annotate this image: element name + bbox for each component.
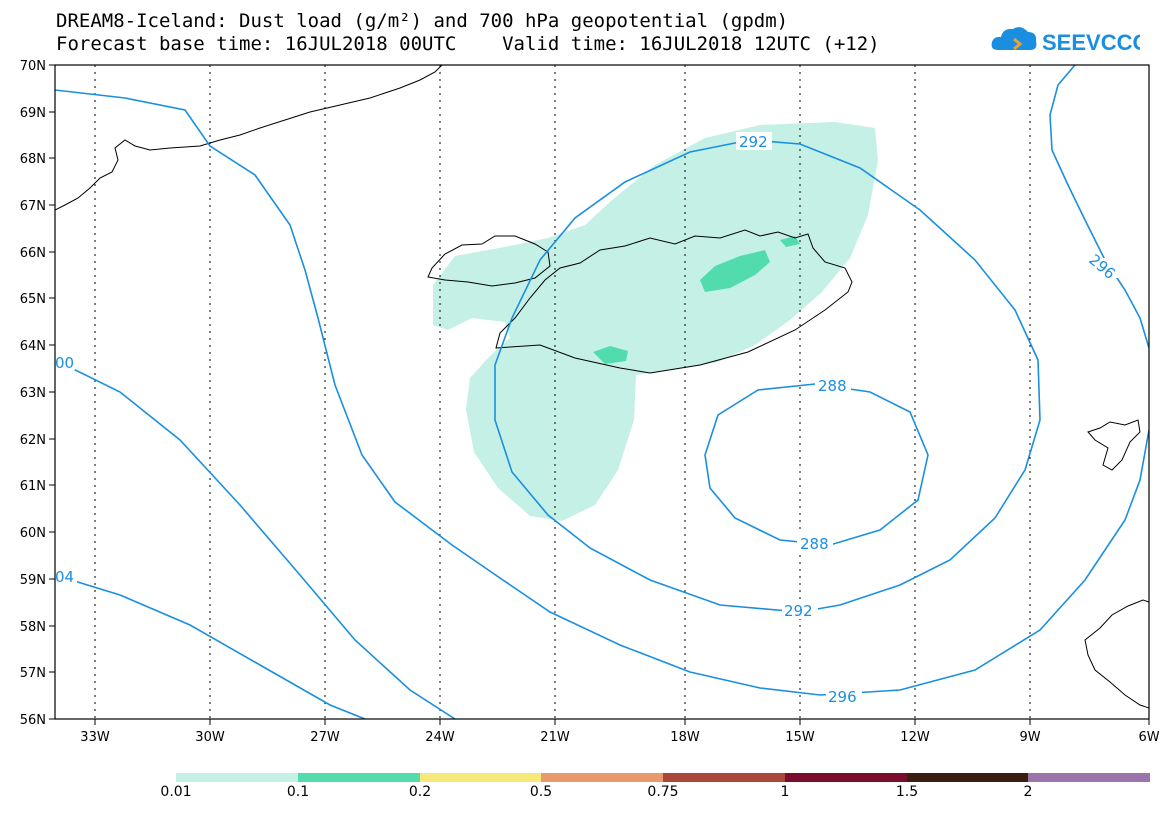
colorbar-label: 0.75 xyxy=(647,784,679,800)
contour-label-296-east: 296 xyxy=(1085,251,1119,283)
contour-label-296-bottom: 296 xyxy=(828,688,857,706)
dust-area-main xyxy=(433,122,878,521)
colorbar-label: 0.2 xyxy=(408,784,432,800)
colorbar-swatch xyxy=(176,773,298,782)
lat-label: 58N xyxy=(20,620,46,635)
lon-label: 27W xyxy=(310,730,340,745)
contour-296 xyxy=(55,89,1149,696)
contour-label-288-bottom: 288 xyxy=(800,535,829,553)
colorbar-label: 2 xyxy=(1023,784,1033,800)
longitude-axis: 33W 30W 27W 24W 21W 18W 15W 12W 9W 6W xyxy=(80,719,1160,745)
lat-label: 60N xyxy=(20,526,46,541)
colorbar-label: 1 xyxy=(780,784,790,800)
contour-label-288-top: 288 xyxy=(818,377,847,395)
contour-label-304: 04 xyxy=(55,568,74,586)
contour-labels: 292 296 288 288 292 296 00 04 xyxy=(55,132,1120,706)
lon-label: 9W xyxy=(1019,730,1040,745)
lat-label: 67N xyxy=(20,199,46,214)
latitude-axis: 70N 69N 68N 67N 66N 65N 64N 63N 62N 61N … xyxy=(20,59,55,728)
lat-label: 66N xyxy=(20,246,46,261)
map-title: DREAM8-Iceland: Dust load (g/m²) and 700… xyxy=(56,10,789,32)
contour-304 xyxy=(55,574,366,719)
lon-label: 18W xyxy=(670,730,700,745)
cloud-icon: SEEVCCC xyxy=(991,27,1148,55)
contour-label-292-bottom: 292 xyxy=(784,602,813,620)
lat-label: 57N xyxy=(20,666,46,681)
colorbar-swatch xyxy=(420,773,541,782)
lat-label: 56N xyxy=(20,713,46,728)
coastlines xyxy=(55,65,1149,709)
lon-label: 15W xyxy=(785,730,815,745)
lon-label: 30W xyxy=(195,730,225,745)
colorbar-label: 0.01 xyxy=(160,784,192,800)
colorbar-swatch xyxy=(298,773,420,782)
colorbar-label: 0.5 xyxy=(529,784,553,800)
contour-288 xyxy=(704,383,929,546)
forecast-time-subtitle: Forecast base time: 16JUL2018 00UTC Vali… xyxy=(56,33,880,55)
colorbar-swatch xyxy=(541,773,663,782)
lat-label: 64N xyxy=(20,339,46,354)
lat-label: 68N xyxy=(20,152,46,167)
dust-area-northeast xyxy=(780,236,800,247)
faroe-islands-coastline xyxy=(1087,419,1141,471)
iceland-coastline xyxy=(495,229,853,374)
logo-text: SEEVCCC xyxy=(1042,30,1140,55)
colorbar xyxy=(176,773,1150,782)
lon-label: 12W xyxy=(900,730,930,745)
lat-label: 59N xyxy=(20,573,46,588)
dust-area-south xyxy=(593,346,628,364)
lat-label: 65N xyxy=(20,292,46,307)
lat-label: 63N xyxy=(20,386,46,401)
greenland-coastline xyxy=(55,65,443,211)
lon-label: 6W xyxy=(1138,730,1159,745)
colorbar-swatch xyxy=(785,773,907,782)
colorbar-label: 1.5 xyxy=(895,784,919,800)
scotland-coastline xyxy=(1084,599,1149,709)
map-layers: 292 296 288 288 292 296 00 04 xyxy=(55,65,1149,719)
contour-296-east xyxy=(1049,65,1149,349)
lon-label: 21W xyxy=(540,730,570,745)
colorbar-label: 0.1 xyxy=(286,784,310,800)
westfjords-coastline xyxy=(427,235,551,287)
lat-label: 69N xyxy=(20,106,46,121)
seevccc-logo: SEEVCCC xyxy=(990,20,1148,60)
lon-label: 24W xyxy=(425,730,455,745)
lat-label: 62N xyxy=(20,433,46,448)
lon-label: 33W xyxy=(80,730,110,745)
lat-label: 61N xyxy=(20,479,46,494)
lat-label: 70N xyxy=(20,59,46,74)
dust-area-north xyxy=(700,250,770,292)
colorbar-swatch xyxy=(1028,773,1150,782)
colorbar-swatch xyxy=(907,773,1028,782)
contour-label-292: 292 xyxy=(739,133,768,151)
contour-300 xyxy=(55,359,456,719)
contour-label-300: 00 xyxy=(55,354,74,372)
colorbar-swatch xyxy=(663,773,785,782)
